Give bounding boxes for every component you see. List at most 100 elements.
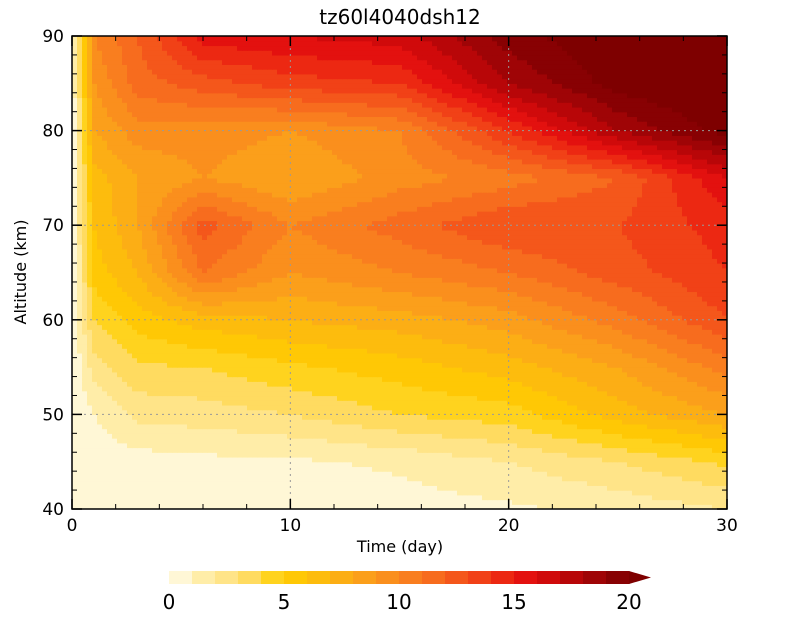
heatmap-cell [277,461,283,468]
heatmap-cell [407,423,413,430]
heatmap-cell [152,485,158,491]
heatmap-cell [347,367,353,373]
heatmap-cell [477,338,483,345]
heatmap-cell [672,442,678,449]
heatmap-cell [602,371,608,378]
heatmap-cell [532,352,538,359]
heatmap-cell [717,499,723,505]
heatmap-cell [657,367,663,373]
heatmap-cell [437,442,443,449]
heatmap-cell [72,466,78,472]
heatmap-cell [152,348,158,354]
heatmap-cell [387,367,393,373]
heatmap-cell [682,376,688,382]
heatmap-cell [322,494,328,501]
heatmap-cell [262,400,268,406]
heatmap-cell [377,367,383,373]
heatmap-cell [572,428,578,434]
heatmap-cell [292,452,298,458]
heatmap-cell [432,333,438,340]
heatmap-cell [307,438,313,444]
heatmap-cell [702,494,708,501]
heatmap-cell [447,475,453,482]
heatmap-cell [152,419,158,425]
heatmap-cell [157,386,163,392]
heatmap-cell [547,395,553,401]
heatmap-cell [592,499,598,505]
heatmap-cell [522,504,528,509]
heatmap-cell [452,352,458,359]
heatmap-cell [562,414,568,420]
heatmap-cell [462,499,468,505]
heatmap-cell [577,348,583,354]
heatmap-cell [137,433,143,439]
heatmap-cell [492,414,498,420]
heatmap-cell [477,442,483,449]
heatmap-cell [402,471,408,477]
heatmap-cell [482,404,488,411]
heatmap-cell [117,400,123,406]
heatmap-cell [132,466,138,472]
heatmap-cell [417,419,423,425]
heatmap-cell [557,442,563,449]
heatmap-cell [632,352,638,359]
heatmap-cell [467,348,473,354]
heatmap-cell [657,357,663,363]
heatmap-cell [502,390,508,397]
heatmap-cell [522,395,528,401]
heatmap-cell [512,438,518,444]
heatmap-cell [722,485,727,491]
heatmap-cell [657,400,663,406]
heatmap-cell [637,490,643,496]
heatmap-cell [177,362,183,368]
heatmap-cell [602,433,608,439]
heatmap-cell [382,456,388,463]
heatmap-cell [302,414,308,420]
heatmap-cell [372,414,378,420]
heatmap-cell [612,395,618,401]
heatmap-cell [107,442,113,449]
heatmap-cell [662,329,668,335]
heatmap-cell [357,362,363,368]
heatmap-cell [227,329,233,335]
heatmap-cell [292,471,298,477]
heatmap-cell [237,452,243,458]
heatmap-cell [107,362,113,368]
heatmap-cell [267,390,273,397]
heatmap-cell [337,504,343,509]
heatmap-cell [227,456,233,463]
heatmap-cell [472,357,478,363]
heatmap-cell [152,390,158,397]
heatmap-cell [617,428,623,434]
heatmap-cell [272,466,278,472]
heatmap-cell [347,338,353,345]
heatmap-cell [657,433,663,439]
heatmap-cell [282,504,288,509]
heatmap-cell [467,400,473,406]
heatmap-cell [152,362,158,368]
heatmap-cell [482,352,488,359]
heatmap-cell [142,333,148,340]
heatmap-cell [162,504,168,509]
heatmap-cell [457,480,463,486]
heatmap-cell [142,447,148,453]
heatmap-cell [722,452,727,458]
heatmap-cell [87,461,93,468]
heatmap-cell [472,414,478,420]
heatmap-cell [577,485,583,491]
heatmap-cell [412,480,418,486]
heatmap-cell [427,395,433,401]
heatmap-cell [642,471,648,477]
heatmap-cell [547,452,553,458]
heatmap-cell [517,371,523,378]
heatmap-cell [662,362,668,368]
heatmap-cell [102,442,108,449]
heatmap-cell [607,419,613,425]
heatmap-cell [467,352,473,359]
heatmap-cell [212,419,218,425]
heatmap-cell [362,490,368,496]
heatmap-cell [672,471,678,477]
heatmap-cell [682,409,688,415]
heatmap-cell [352,352,358,359]
heatmap-cell [112,475,118,482]
